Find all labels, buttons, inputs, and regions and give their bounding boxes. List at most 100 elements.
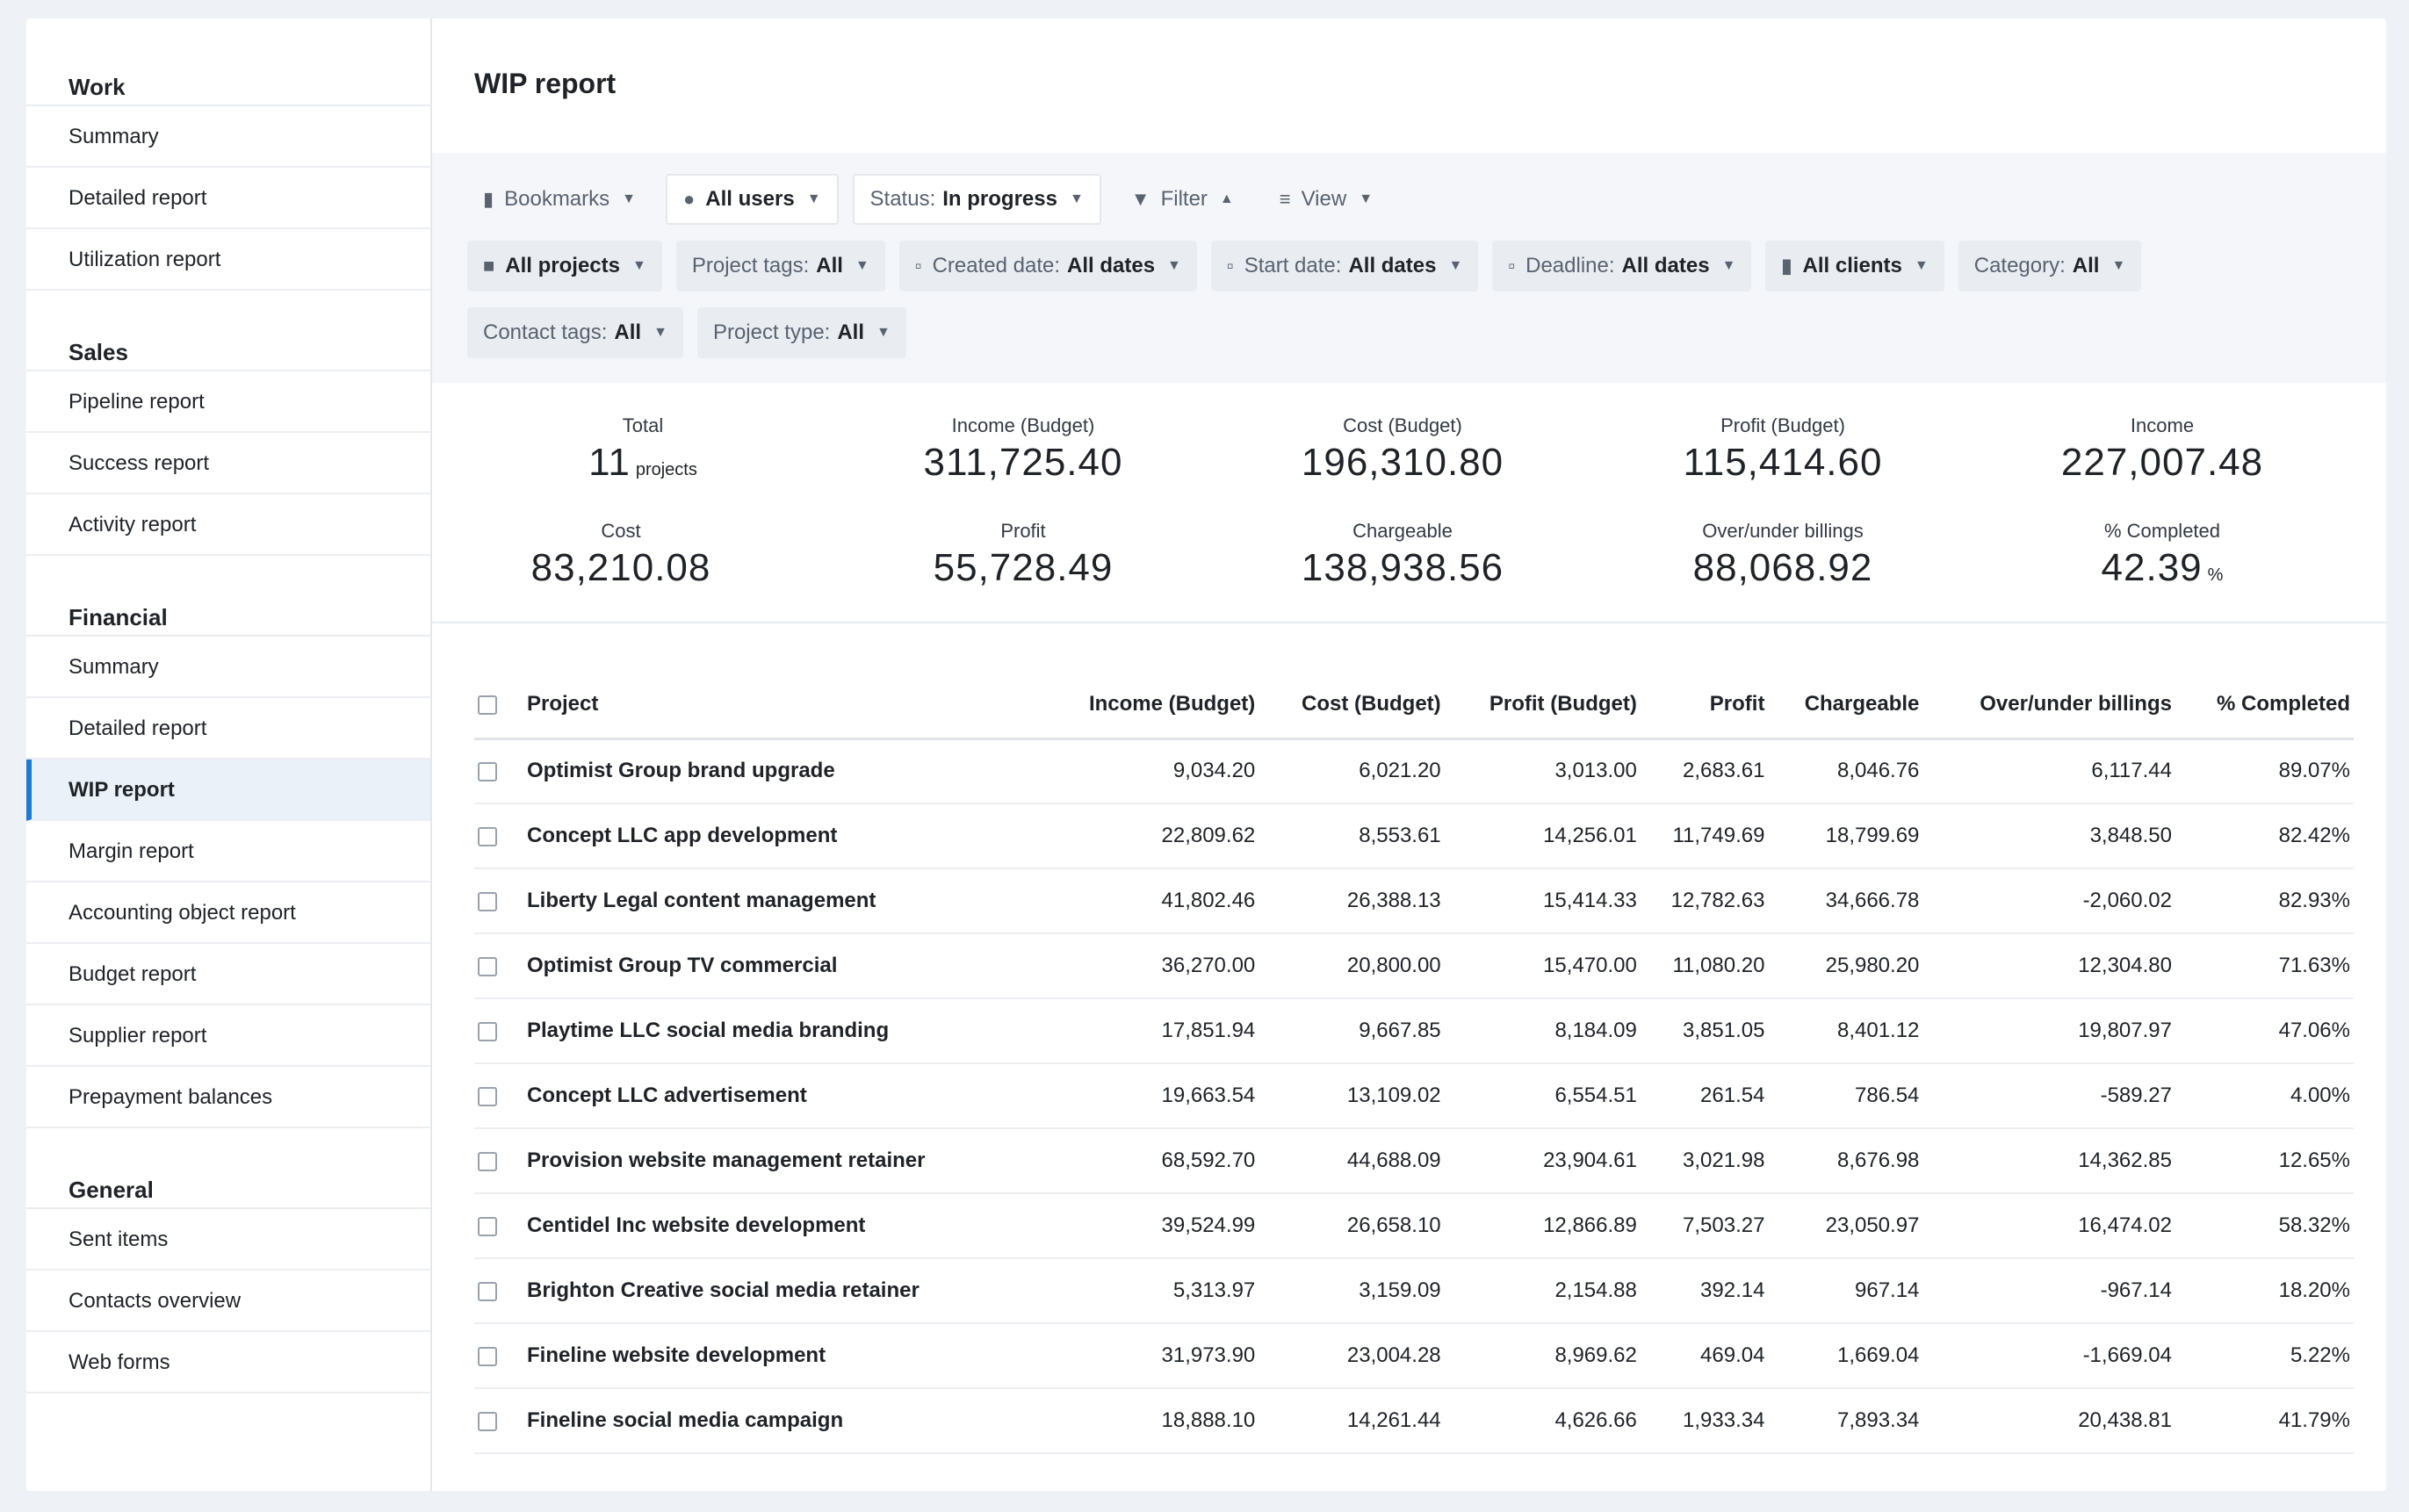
- row-checkbox[interactable]: [478, 1411, 497, 1431]
- table-row[interactable]: Concept LLC app development 22,809.62 8,55…: [474, 803, 2354, 869]
- sidebar-item-financial-summary[interactable]: Summary: [26, 637, 430, 698]
- sidebar-item-supplier-report[interactable]: Supplier report: [26, 1005, 430, 1067]
- category-value: All: [2072, 254, 2100, 277]
- table-row[interactable]: Brighton Creative social media retainer 5…: [474, 1258, 2354, 1324]
- category-dropdown[interactable]: Category: All ▼: [1958, 241, 2142, 292]
- clients-dropdown[interactable]: ▮ All clients ▼: [1765, 241, 1944, 292]
- chargeable-cell: 7,893.34: [1768, 1388, 1923, 1454]
- chargeable-cell: 967.14: [1768, 1258, 1923, 1324]
- table-row[interactable]: Playtime LLC social media branding 17,851…: [474, 998, 2354, 1064]
- view-dropdown[interactable]: ≡ View ▼: [1264, 174, 1388, 225]
- sidebar-item-work-summary[interactable]: Summary: [26, 106, 430, 168]
- sidebar-section-sales: Sales: [26, 333, 430, 371]
- sidebar-item-success-report[interactable]: Success report: [26, 433, 430, 494]
- column-header-income-budget[interactable]: Income (Budget): [1038, 672, 1259, 740]
- table-row[interactable]: Centidel Inc website development 39,524.9…: [474, 1193, 2354, 1259]
- sidebar-item-pipeline-report[interactable]: Pipeline report: [26, 371, 430, 433]
- row-checkbox[interactable]: [478, 1281, 497, 1301]
- profit-budget-cell: 6,554.51: [1444, 1063, 1641, 1129]
- sidebar-item-budget-report[interactable]: Budget report: [26, 944, 430, 1005]
- row-checkbox[interactable]: [478, 956, 497, 976]
- project-name[interactable]: Liberty Legal content management: [518, 868, 1039, 934]
- select-all-checkbox[interactable]: [478, 695, 497, 715]
- row-checkbox[interactable]: [478, 891, 497, 911]
- deadline-dropdown[interactable]: ▫ Deadline: All dates ▼: [1492, 241, 1752, 292]
- project-name[interactable]: Optimist Group TV commercial: [518, 933, 1039, 999]
- project-name[interactable]: Brighton Creative social media retainer: [518, 1258, 1039, 1324]
- sidebar-item-activity-report[interactable]: Activity report: [26, 494, 430, 556]
- start-date-dropdown[interactable]: ▫ Start date: All dates ▼: [1210, 241, 1479, 292]
- table-row[interactable]: Provision website management retainer 68,…: [474, 1128, 2354, 1194]
- project-tags-value: All: [816, 254, 843, 277]
- chargeable-cell: 786.54: [1768, 1063, 1923, 1129]
- column-header-chargeable[interactable]: Chargeable: [1768, 672, 1923, 740]
- project-name[interactable]: Concept LLC app development: [518, 803, 1039, 869]
- sidebar-item-wip-report[interactable]: WIP report: [26, 760, 430, 821]
- chevron-down-icon: ▼: [1359, 191, 1374, 206]
- projects-label: All projects: [505, 254, 620, 277]
- sidebar-item-financial-detailed-report[interactable]: Detailed report: [26, 698, 430, 760]
- project-name[interactable]: Optimist Group brand upgrade: [518, 738, 1039, 804]
- row-checkbox[interactable]: [478, 826, 497, 846]
- project-name[interactable]: Playtime LLC social media branding: [518, 998, 1039, 1064]
- row-checkbox[interactable]: [478, 1216, 497, 1236]
- table-row[interactable]: Fineline website development 31,973.90 23,…: [474, 1323, 2354, 1389]
- bookmarks-label: Bookmarks: [504, 187, 610, 211]
- created-date-dropdown[interactable]: ▫ Created date: All dates ▼: [898, 241, 1197, 292]
- stat-chargeable: Chargeable 138,938.56: [1218, 520, 1587, 590]
- wip-table-container: Project Income (Budget) Cost (Budget) Pr…: [474, 672, 2354, 1454]
- project-type-dropdown[interactable]: Project type: All ▼: [696, 307, 906, 358]
- sidebar-item-margin-report[interactable]: Margin report: [26, 821, 430, 882]
- table-row[interactable]: Liberty Legal content management 41,802.4…: [474, 868, 2354, 934]
- users-dropdown[interactable]: ● All users ▼: [666, 174, 839, 225]
- sidebar-item-prepayment-balances[interactable]: Prepayment balances: [26, 1067, 430, 1128]
- contact-tags-dropdown[interactable]: Contact tags: All ▼: [467, 307, 683, 358]
- profit-cell: 12,782.63: [1640, 868, 1769, 934]
- project-name[interactable]: Centidel Inc website development: [518, 1193, 1039, 1259]
- sidebar-item-work-detailed-report[interactable]: Detailed report: [26, 168, 430, 229]
- status-dropdown[interactable]: Status: In progress ▼: [852, 174, 1101, 225]
- user-icon: ●: [683, 188, 696, 210]
- sidebar-item-web-forms[interactable]: Web forms: [26, 1332, 430, 1393]
- chargeable-cell: 23,050.97: [1768, 1193, 1923, 1259]
- projects-dropdown[interactable]: ■ All projects ▼: [467, 241, 662, 292]
- table-row[interactable]: Optimist Group TV commercial 36,270.00 20,…: [474, 933, 2354, 999]
- row-checkbox[interactable]: [478, 1346, 497, 1366]
- column-header-profit[interactable]: Profit: [1640, 672, 1769, 740]
- table-row[interactable]: Fineline social media campaign 18,888.10 1…: [474, 1388, 2354, 1454]
- column-header-profit-budget[interactable]: Profit (Budget): [1444, 672, 1641, 740]
- sidebar-item-contacts-overview[interactable]: Contacts overview: [26, 1271, 430, 1332]
- project-tags-dropdown[interactable]: Project tags: All ▼: [675, 241, 885, 292]
- row-checkbox[interactable]: [478, 1021, 497, 1041]
- row-checkbox[interactable]: [478, 1151, 497, 1171]
- bookmarks-dropdown[interactable]: ▮ Bookmarks ▼: [467, 174, 652, 225]
- sidebar-item-accounting-object-report[interactable]: Accounting object report: [26, 882, 430, 944]
- cost-budget-cell: 13,109.02: [1259, 1063, 1445, 1129]
- sidebar-item-sent-items[interactable]: Sent items: [26, 1209, 430, 1271]
- stat-profit-budget-label: Profit (Budget): [1720, 414, 1845, 436]
- project-name[interactable]: Provision website management retainer: [518, 1128, 1039, 1194]
- sidebar-item-utilization-report[interactable]: Utilization report: [26, 229, 430, 291]
- table-row[interactable]: Optimist Group brand upgrade 9,034.20 6,02…: [474, 738, 2354, 804]
- completed-cell: 58.32%: [2175, 1193, 2354, 1259]
- column-header-completed[interactable]: % Completed: [2175, 672, 2354, 740]
- project-name[interactable]: Concept LLC advertisement: [518, 1063, 1039, 1129]
- funnel-icon: ▼: [1130, 188, 1150, 210]
- completed-cell: 41.79%: [2175, 1388, 2354, 1454]
- row-checkbox[interactable]: [478, 761, 497, 781]
- table-row[interactable]: Concept LLC advertisement 19,663.54 13,109…: [474, 1063, 2354, 1129]
- profit-budget-cell: 2,154.88: [1444, 1258, 1641, 1324]
- overunder-billings-cell: -1,669.04: [1922, 1323, 2175, 1389]
- filter-button[interactable]: ▼ Filter ▲: [1115, 174, 1250, 225]
- column-header-project[interactable]: Project: [518, 672, 1039, 740]
- project-name[interactable]: Fineline social media campaign: [518, 1388, 1039, 1454]
- profit-budget-cell: 23,904.61: [1444, 1128, 1641, 1194]
- chevron-up-icon: ▲: [1219, 191, 1234, 206]
- stat-income-budget: Income (Budget) 311,725.40: [839, 414, 1208, 485]
- row-checkbox[interactable]: [478, 1086, 497, 1106]
- stat-income-label: Income: [2130, 414, 2195, 436]
- completed-cell: 47.06%: [2175, 998, 2354, 1064]
- column-header-cost-budget[interactable]: Cost (Budget): [1259, 672, 1445, 740]
- project-name[interactable]: Fineline website development: [518, 1323, 1039, 1389]
- column-header-overunder-billings[interactable]: Over/under billings: [1922, 672, 2175, 740]
